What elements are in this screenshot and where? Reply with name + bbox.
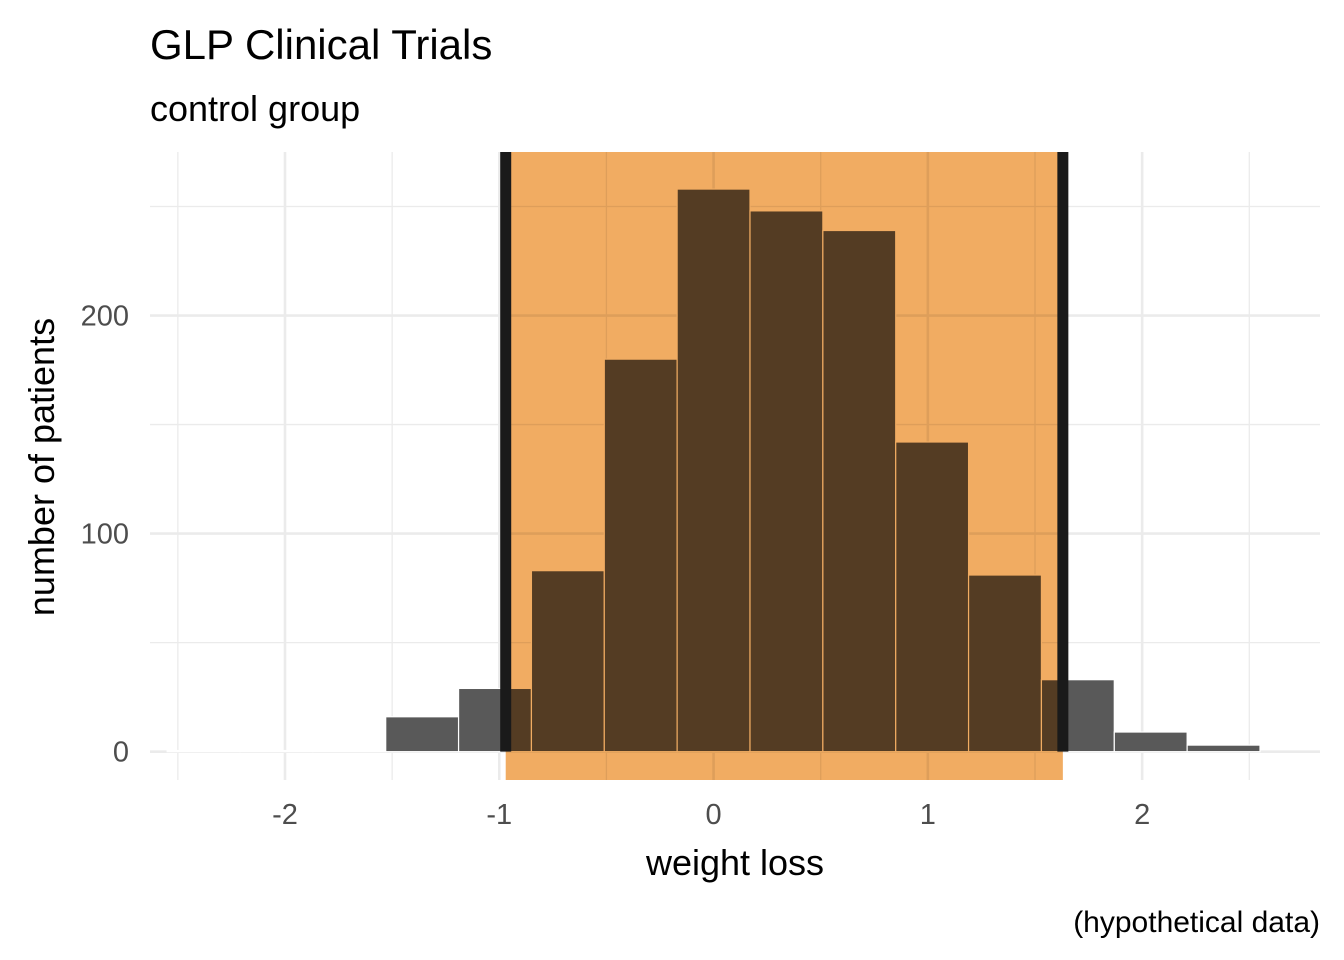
x-axis-label: weight loss	[645, 842, 824, 883]
highlight-band	[505, 152, 1063, 780]
histogram-bar	[166, 749, 241, 753]
histogram-bar	[1186, 744, 1261, 753]
x-tick-label: 1	[920, 799, 936, 831]
histogram-bar	[312, 749, 387, 753]
chart-subtitle: control group	[150, 88, 360, 129]
y-tick-label: 100	[81, 519, 129, 551]
histogram-bar	[1113, 731, 1188, 753]
y-tick-label: 200	[81, 301, 129, 333]
chart-title: GLP Clinical Trials	[150, 21, 492, 68]
x-tick-label: -1	[486, 799, 512, 831]
y-tick-label: 0	[113, 737, 129, 769]
y-axis-label: number of patients	[21, 318, 62, 616]
y-axis-ticks: 0 100 200	[81, 301, 129, 769]
x-tick-label: 0	[706, 799, 722, 831]
histogram-bar	[239, 749, 314, 753]
interval-highlight	[500, 152, 1069, 780]
chart-caption: (hypothetical data)	[1073, 906, 1320, 939]
histogram-bar	[385, 716, 460, 753]
x-tick-label: -2	[272, 799, 298, 831]
x-axis-ticks: -2 -1 0 1 2	[272, 799, 1150, 831]
x-tick-label: 2	[1134, 799, 1150, 831]
